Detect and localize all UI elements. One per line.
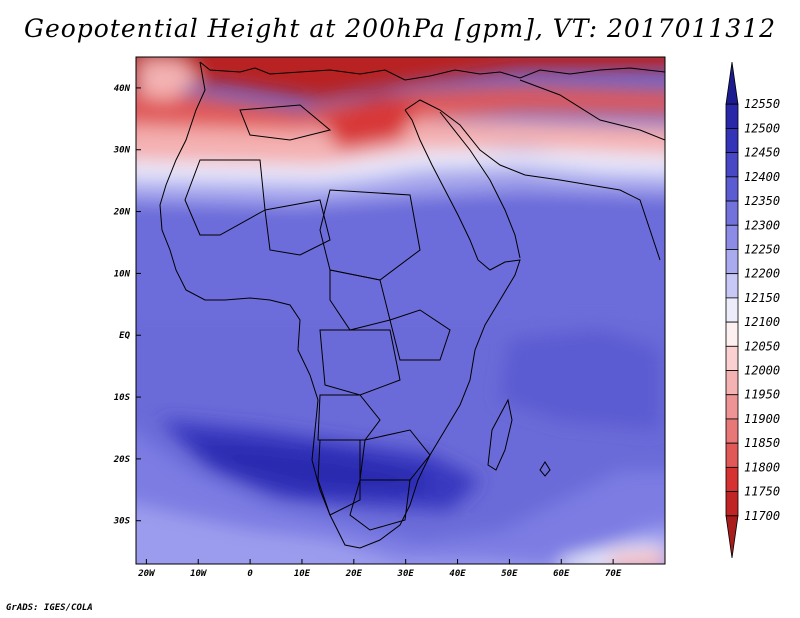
page-title: Geopotential Height at 200hPa [gpm], VT:… [23, 14, 777, 43]
lat-tick-label: 20S [113, 455, 131, 465]
lon-tick-label: 0 [247, 569, 253, 579]
lon-tick-label: 10E [294, 569, 311, 579]
lon-tick-label: 40E [449, 569, 466, 579]
lon-axis: 20W 10W 0 10E 20E 30E 40E 50E 60E 70E [137, 559, 622, 579]
border-east [389, 309, 451, 361]
lon-tick-label: 70E [605, 569, 622, 579]
colorbar-swatch [725, 394, 739, 420]
field-south-light [136, 431, 665, 564]
field-sw-pink [610, 552, 665, 564]
madagascar [487, 398, 513, 471]
field-sahara-red [320, 95, 420, 150]
lon-tick-label: 60E [553, 569, 570, 579]
lon-tick-label: 30E [397, 569, 415, 579]
border-south [359, 429, 431, 481]
colorbar-label: 12400 [744, 170, 780, 184]
colorbar-label: 12050 [744, 339, 780, 353]
field-n-lightblue [136, 170, 665, 205]
colorbar-swatch [725, 152, 739, 178]
colorbar-label: 11900 [744, 412, 780, 426]
colorbar-swatch [725, 442, 739, 468]
colorbar-label: 12450 [744, 146, 780, 160]
colorbar-swatch [725, 491, 739, 517]
colorbar-swatch [725, 418, 739, 444]
colorbar-label: 12300 [744, 218, 780, 232]
colorbar-swatch [725, 103, 739, 129]
lat-tick-label: 40N [114, 84, 131, 94]
border-mideast [519, 79, 665, 141]
colorbar-label: 12350 [744, 194, 780, 208]
lat-tick-label: EQ [119, 331, 130, 341]
border-maghreb [239, 104, 332, 141]
colorbar-label: 12200 [744, 267, 780, 281]
lat-tick-label: 10N [114, 269, 131, 279]
field-n-pink [136, 120, 665, 165]
colorbar-swatch [725, 321, 739, 347]
field-south-darkest [180, 440, 430, 495]
lon-tick-label: 50E [501, 569, 518, 579]
colorbar: 11700 11750 11800 11850 11900 11950 12000 12050… [725, 61, 780, 559]
credit-text: GrADS: IGES/COLA [6, 603, 93, 613]
border-central [329, 269, 391, 331]
colorbar-label: 11800 [744, 460, 780, 474]
colorbar-label: 11850 [744, 436, 780, 450]
lat-tick-label: 30S [113, 517, 131, 527]
field-indian [500, 330, 660, 430]
colorbar-swatch [725, 297, 739, 323]
island [539, 461, 551, 477]
lat-tick-label: 30N [113, 146, 131, 156]
border-sa [349, 479, 411, 531]
field-tropics [136, 195, 665, 325]
border-nw [184, 159, 266, 236]
arabia-outline [404, 99, 661, 261]
lon-tick-label: 10W [190, 569, 208, 579]
colorbar-swatch [725, 466, 739, 492]
field-atlantic-pink [140, 60, 200, 100]
colorbar-swatch [725, 128, 739, 154]
colorbar-label: 12150 [744, 291, 780, 305]
lon-tick-label: 20W [137, 569, 156, 579]
field-n-white [136, 148, 665, 183]
colorbar-label: 12500 [744, 121, 780, 135]
lat-tick-label: 20N [113, 208, 131, 218]
colorbar-swatch [725, 200, 739, 226]
colorbar-label: 11700 [744, 509, 780, 523]
field-south-lighter [136, 504, 665, 564]
colorbar-label: 12100 [744, 315, 780, 329]
border-namibia [317, 439, 361, 516]
colorbar-swatch [725, 176, 739, 202]
colorbar-swatch [725, 345, 739, 371]
colorbar-label: 12550 [744, 97, 780, 111]
border-congo [319, 329, 401, 396]
north-coast [199, 61, 665, 81]
colorbar-label: 12250 [744, 242, 780, 256]
colorbar-label: 11750 [744, 485, 780, 499]
colorbar-swatch [725, 249, 739, 275]
colorbar-swatch [725, 61, 739, 105]
colorbar-swatch [725, 515, 739, 559]
colorbar-swatch [725, 273, 739, 299]
lon-tick-label: 20E [345, 569, 363, 579]
lat-axis: 40N 30N 20N 10N EQ 10S 20S 30S [113, 84, 141, 527]
coastlines [159, 61, 665, 549]
colorbar-swatch [725, 224, 739, 250]
field-n-darkred [136, 57, 665, 100]
colorbar-swatch [725, 370, 739, 396]
lat-tick-label: 10S [114, 393, 131, 403]
colorbar-label: 11950 [744, 388, 780, 402]
colorbar-label: 12000 [744, 364, 780, 378]
border-nw2 [264, 199, 331, 256]
africa-outline [159, 61, 521, 549]
border-angola [317, 394, 381, 441]
height-field [136, 57, 665, 564]
red-sea [439, 111, 521, 259]
map-frame [135, 56, 666, 565]
